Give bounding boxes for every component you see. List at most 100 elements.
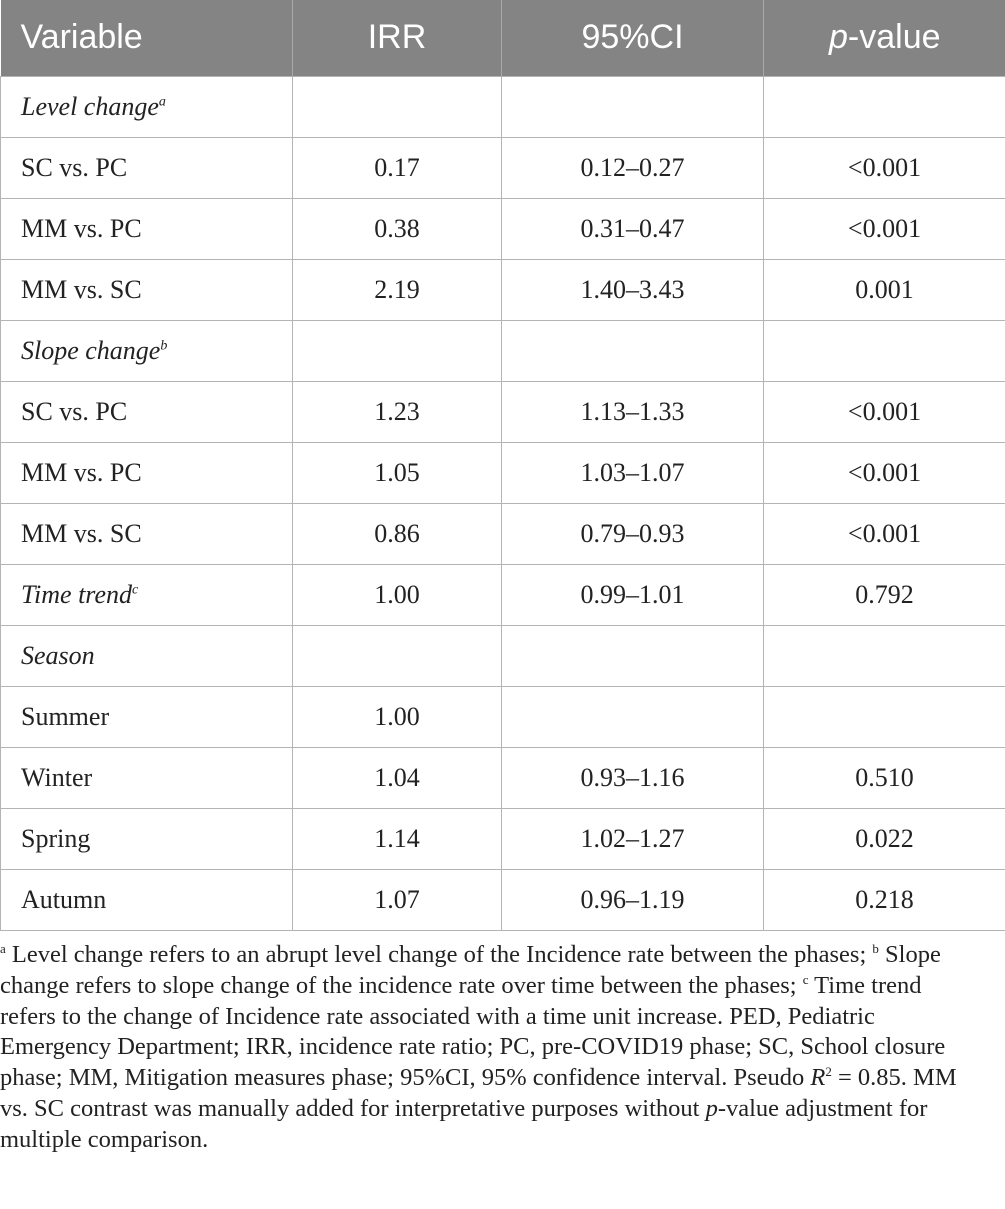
cell-variable-text: Summer: [21, 701, 110, 731]
cell-pvalue: [763, 685, 1005, 748]
cell-ci: 0.31–0.47: [501, 197, 764, 260]
footnote-sup-b: b: [872, 940, 879, 956]
cell-irr: 0.86: [292, 502, 502, 565]
results-table: Variable IRR 95%CI p-value Level changea…: [0, 0, 1005, 931]
table-body: Level changea SC vs. PC 0.17 0.12–0.27 <0.00…: [0, 75, 1005, 931]
cell-variable-text: Season: [21, 640, 95, 670]
cell-pvalue: <0.001: [763, 197, 1005, 260]
footnote-text-b: Slope change refers to slope change of t…: [0, 941, 941, 999]
cell-variable: Level changea: [0, 75, 293, 138]
cell-pvalue: [763, 319, 1005, 382]
footnote-text-end: -value adjustment for multiple compariso…: [0, 1094, 928, 1153]
cell-irr: 1.07: [292, 868, 502, 931]
cell-pvalue: 0.001: [763, 258, 1005, 321]
table-footnote: a Level change refers to an abrupt level…: [0, 940, 980, 1156]
footnote-text-a: Level change refers to an abrupt level c…: [5, 941, 873, 968]
cell-ci: [501, 319, 764, 382]
cell-pvalue: 0.218: [763, 868, 1005, 931]
cell-irr: 2.19: [292, 258, 502, 321]
table-row: Slope changeb: [0, 319, 1005, 382]
cell-ci: 1.02–1.27: [501, 807, 764, 870]
cell-variable: SC vs. PC: [0, 136, 293, 199]
header-pvalue-p: p: [828, 18, 848, 57]
header-pvalue: p-value: [763, 0, 1005, 76]
cell-variable-text: Time trend: [21, 579, 132, 609]
cell-ci: 1.03–1.07: [501, 441, 764, 504]
footnote-r-symbol: R: [810, 1064, 826, 1092]
table-row: Summer 1.00: [0, 685, 1005, 748]
footnote-marker: b: [160, 337, 168, 353]
cell-ci: 1.40–3.43: [501, 258, 764, 321]
cell-variable: SC vs. PC: [0, 380, 293, 443]
cell-variable-text: SC vs. PC: [21, 152, 128, 182]
cell-pvalue: <0.001: [763, 502, 1005, 565]
cell-variable: MM vs. SC: [0, 258, 293, 321]
cell-variable: Autumn: [0, 868, 293, 931]
cell-irr: 0.38: [292, 197, 502, 260]
cell-irr: 0.17: [292, 136, 502, 199]
cell-variable: Winter: [0, 746, 293, 809]
footnote-sup-a: a: [0, 940, 6, 956]
cell-irr: [292, 624, 502, 687]
table-row: Winter 1.04 0.93–1.16 0.510: [0, 746, 1005, 809]
cell-ci: 0.79–0.93: [501, 502, 764, 565]
table-row: Autumn 1.07 0.96–1.19 0.218: [0, 868, 1005, 931]
footnote-marker: a: [158, 93, 166, 109]
cell-variable: MM vs. SC: [0, 502, 293, 565]
footnote-sup-c: c: [802, 971, 809, 987]
cell-variable-text: Winter: [21, 762, 93, 792]
cell-irr: 1.23: [292, 380, 502, 443]
cell-irr: 1.14: [292, 807, 502, 870]
cell-pvalue: [763, 624, 1005, 687]
header-pvalue-rest: -value: [847, 18, 941, 57]
footnote-text-r: = 0.85. MM vs. SC contrast was manually …: [0, 1064, 957, 1122]
cell-irr: 1.04: [292, 746, 502, 809]
cell-ci: 0.96–1.19: [501, 868, 764, 931]
cell-variable-text: Level change: [21, 91, 159, 121]
cell-pvalue: [763, 75, 1005, 138]
cell-ci: 0.93–1.16: [501, 746, 764, 809]
cell-ci: 0.99–1.01: [501, 563, 764, 626]
cell-ci: 1.13–1.33: [501, 380, 764, 443]
cell-variable: Time trendc: [0, 563, 293, 626]
table-row: Time trendc 1.00 0.99–1.01 0.792: [0, 563, 1005, 626]
cell-variable-text: MM vs. SC: [21, 274, 142, 304]
cell-ci: 0.12–0.27: [501, 136, 764, 199]
cell-variable: MM vs. PC: [0, 197, 293, 260]
cell-variable: Summer: [0, 685, 293, 748]
header-variable: Variable: [0, 0, 293, 76]
cell-ci: [501, 685, 764, 748]
footnote-text-c: Time trend refers to the change of Incid…: [0, 971, 946, 1092]
cell-pvalue: 0.792: [763, 563, 1005, 626]
cell-pvalue: <0.001: [763, 380, 1005, 443]
cell-irr: [292, 75, 502, 138]
table-row: MM vs. SC 2.19 1.40–3.43 0.001: [0, 258, 1005, 321]
table-row: Season: [0, 624, 1005, 687]
cell-ci: [501, 624, 764, 687]
cell-pvalue: <0.001: [763, 441, 1005, 504]
cell-variable-text: MM vs. SC: [21, 518, 142, 548]
cell-variable-text: MM vs. PC: [21, 457, 142, 487]
cell-variable-text: SC vs. PC: [21, 396, 128, 426]
table-row: MM vs. PC 0.38 0.31–0.47 <0.001: [0, 197, 1005, 260]
cell-variable-text: Slope change: [21, 335, 161, 365]
results-table-container: Variable IRR 95%CI p-value Level changea…: [0, 0, 1005, 931]
cell-variable: Slope changeb: [0, 319, 293, 382]
cell-variable-text: Spring: [21, 823, 91, 853]
cell-variable-text: Autumn: [21, 884, 107, 914]
cell-irr: 1.05: [292, 441, 502, 504]
header-irr: IRR: [292, 0, 502, 76]
table-row: SC vs. PC 1.23 1.13–1.33 <0.001: [0, 380, 1005, 443]
cell-pvalue: 0.022: [763, 807, 1005, 870]
cell-pvalue: <0.001: [763, 136, 1005, 199]
cell-irr: 1.00: [292, 685, 502, 748]
cell-variable: Spring: [0, 807, 293, 870]
footnote-r-sup: 2: [825, 1064, 832, 1080]
footnote-p-italic: p: [705, 1094, 718, 1122]
cell-variable-text: MM vs. PC: [21, 213, 142, 243]
table-row: MM vs. PC 1.05 1.03–1.07 <0.001: [0, 441, 1005, 504]
table-row: MM vs. SC 0.86 0.79–0.93 <0.001: [0, 502, 1005, 565]
cell-irr: [292, 319, 502, 382]
table-row: Level changea: [0, 75, 1005, 138]
header-ci: 95%CI: [501, 0, 764, 76]
